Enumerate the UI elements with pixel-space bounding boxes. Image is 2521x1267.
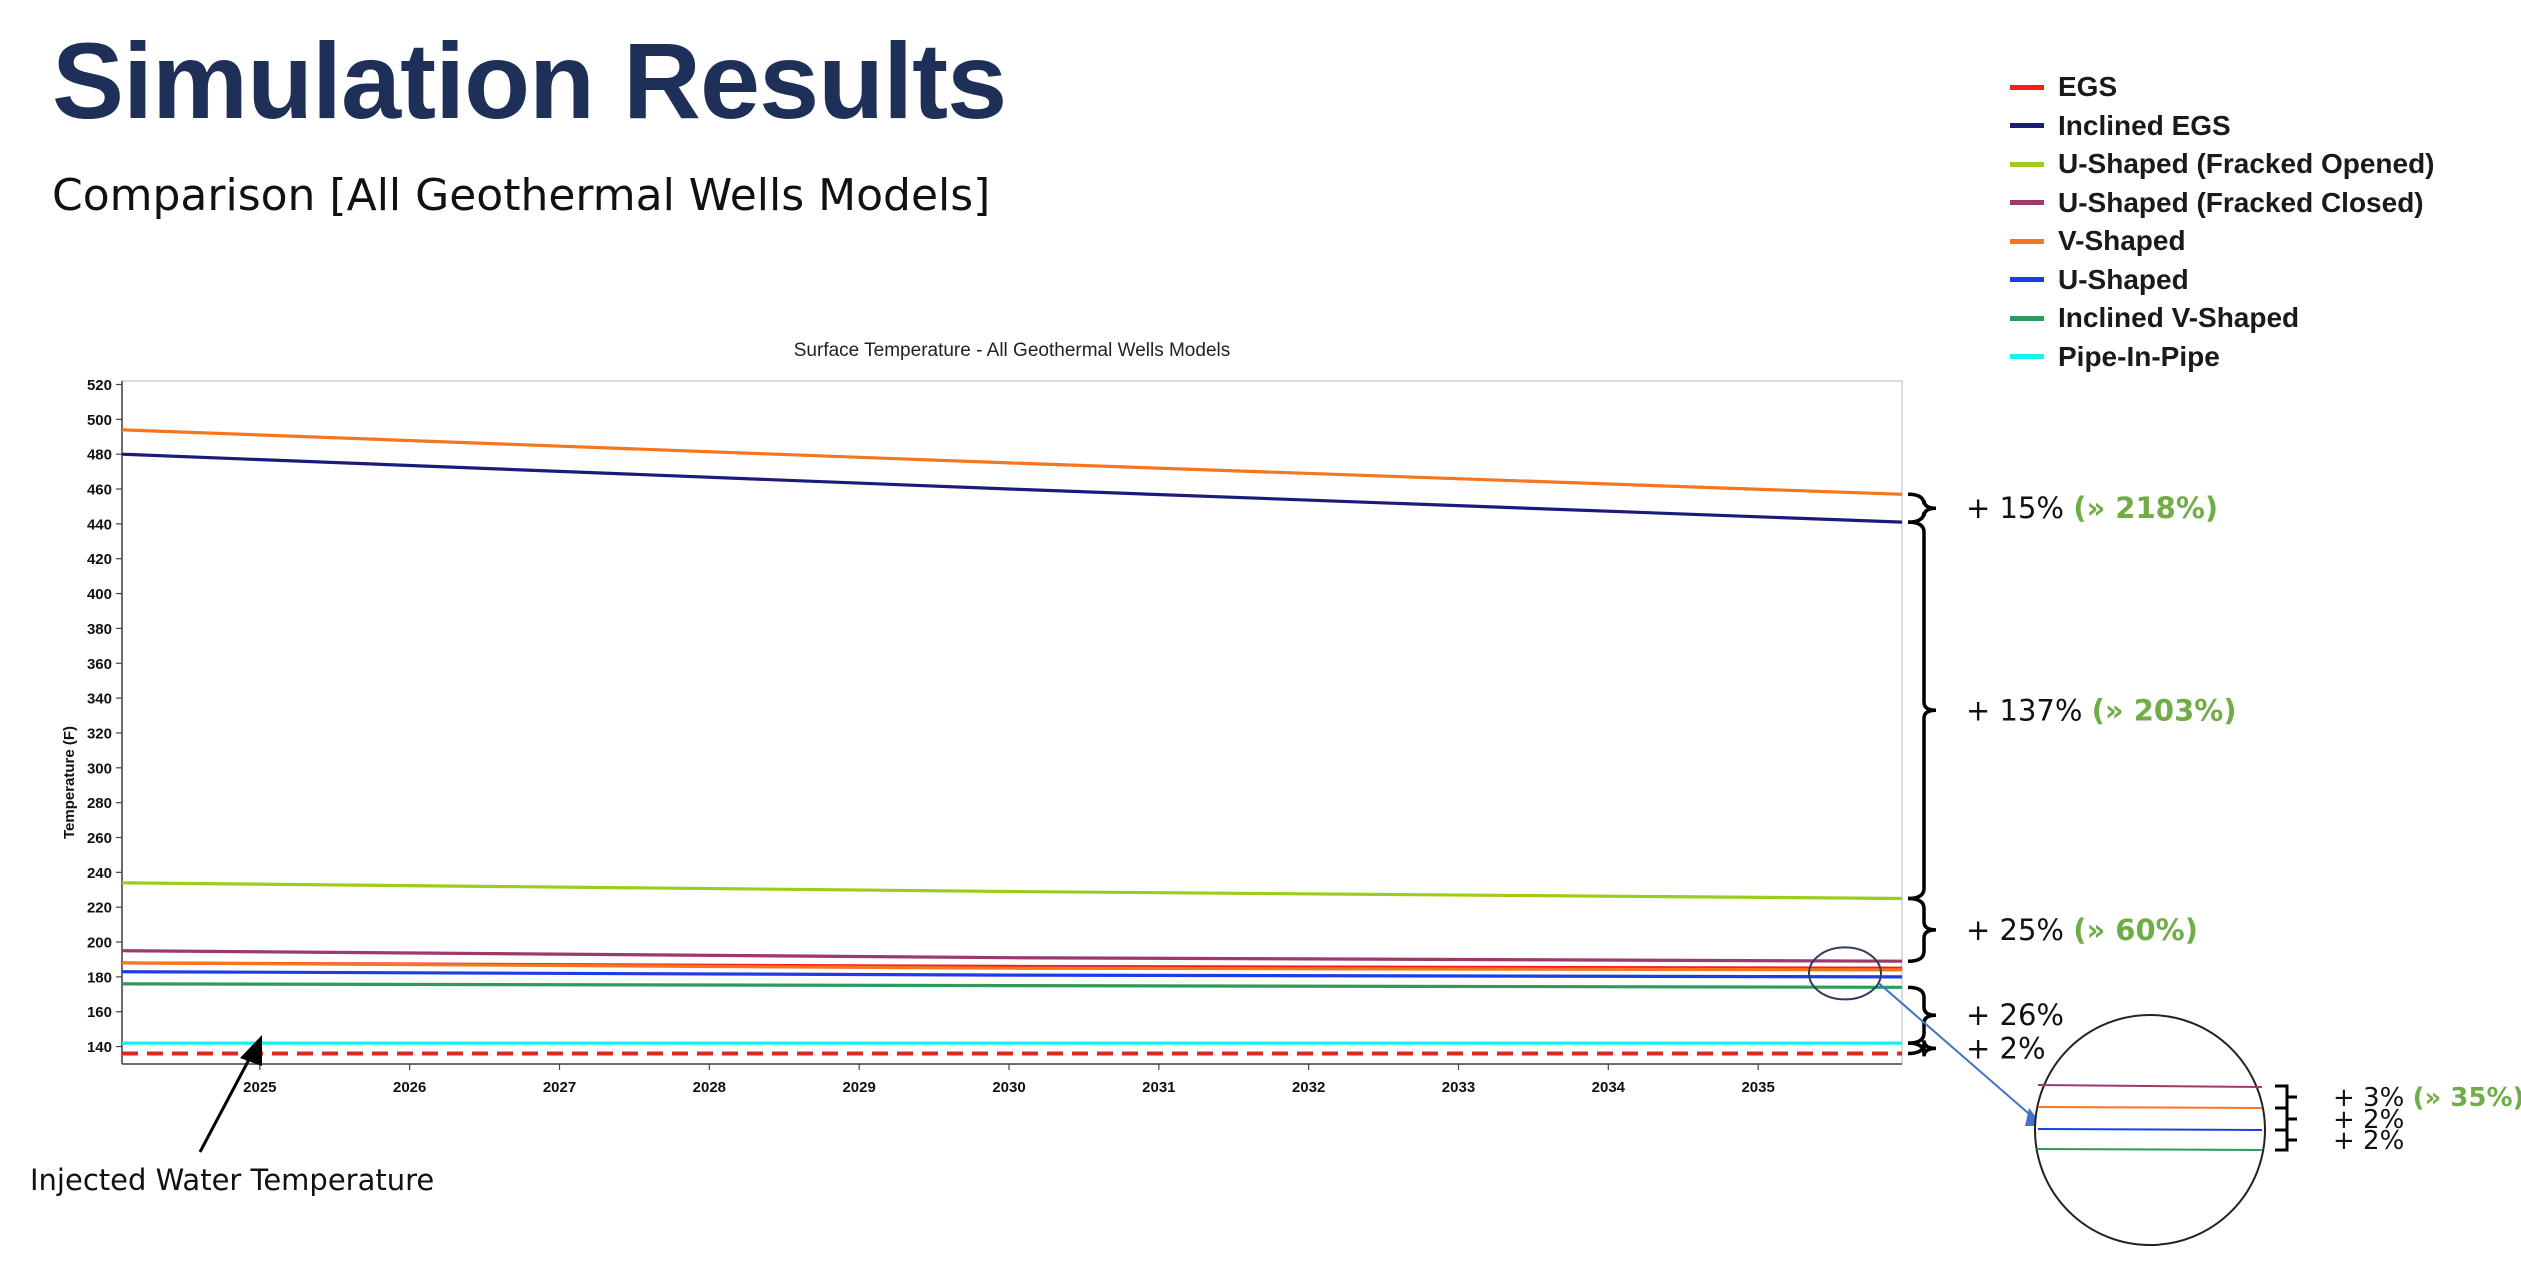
legend-item: U-Shaped (2010, 261, 2435, 300)
legend-label: Inclined EGS (2058, 109, 2231, 141)
y-tick-label: 220 (87, 900, 112, 917)
y-tick-label: 340 (87, 691, 112, 708)
series-line (121, 428, 1903, 496)
series-line (121, 452, 1903, 524)
legend-item: Pipe-In-Pipe (2010, 338, 2435, 377)
legend-item: V-Shaped (2010, 222, 2435, 261)
legend-label: U-Shaped (2058, 263, 2189, 295)
bracket (1907, 896, 1937, 963)
legend-label: U-Shaped (Fracked Opened) (2058, 148, 2435, 180)
y-tick-label: 300 (87, 760, 112, 777)
bracket (1907, 1040, 1937, 1057)
injected-water-arrow-head (240, 1035, 262, 1066)
zoom-series-line (2037, 1106, 2263, 1109)
y-tick-label: 420 (87, 551, 112, 568)
legend-swatch (2010, 238, 2044, 244)
bracket-label: + 26% (1966, 998, 2064, 1032)
legend-swatch (2010, 354, 2044, 360)
bracket (1907, 520, 1937, 901)
y-tick-label: 440 (87, 516, 112, 533)
series-line (121, 970, 1903, 979)
y-tick-label: 200 (87, 935, 112, 952)
x-tick-label: 2033 (1442, 1079, 1475, 1096)
zoom-bracket-label: + 2% (2333, 1105, 2404, 1135)
zoom-bracket (2275, 1084, 2297, 1110)
legend-label: V-Shaped (2058, 225, 2186, 257)
legend-label: Pipe-In-Pipe (2058, 340, 2220, 372)
x-tick-label: 2034 (1592, 1079, 1626, 1096)
y-tick-label: 160 (87, 1004, 112, 1021)
y-tick-label: 260 (87, 830, 112, 847)
y-tick-label: 360 (87, 656, 112, 673)
legend-swatch (2010, 277, 2044, 283)
x-tick-label: 2027 (543, 1079, 576, 1096)
x-tick-label: 2025 (243, 1079, 276, 1096)
bracket-label: + 137% (» 203%) (1966, 693, 2237, 727)
legend-label: U-Shaped (Fracked Closed) (2058, 186, 2424, 218)
legend-item: U-Shaped (Fracked Closed) (2010, 184, 2435, 223)
zoom-series-line (2037, 1148, 2263, 1151)
y-tick-label: 280 (87, 795, 112, 812)
slide-title: Simulation Results (52, 20, 1007, 141)
bracket-label: + 15% (» 218%) (1966, 491, 2218, 525)
x-tick-label: 2031 (1142, 1079, 1175, 1096)
legend-swatch (2010, 84, 2044, 90)
series-line (121, 961, 1903, 972)
legend-swatch (2010, 315, 2044, 321)
injected-water-arrow-shaft (198, 1049, 256, 1153)
legend-item: U-Shaped (Fracked Opened) (2010, 145, 2435, 184)
y-tick-label: 140 (87, 1039, 112, 1056)
bracket-label: + 25% (» 60%) (1966, 913, 2198, 947)
y-tick-label: 520 (87, 377, 112, 394)
y-tick-label: 480 (87, 447, 112, 464)
bracket-label: + 2% (1966, 1031, 2046, 1065)
zoom-series-line (2037, 1128, 2263, 1131)
y-tick-label: 380 (87, 621, 112, 638)
legend-swatch (2010, 161, 2044, 167)
y-axis-label: Temperature (F) (61, 726, 78, 839)
legend-swatch (2010, 200, 2044, 206)
y-tick-label: 180 (87, 969, 112, 986)
bracket (1907, 492, 1937, 524)
zoom-bracket-label: + 3% (» 35%) (2333, 1083, 2521, 1113)
series-line (121, 949, 1903, 963)
x-tick-label: 2032 (1292, 1079, 1325, 1096)
x-tick-label: 2026 (393, 1079, 426, 1096)
series-line (121, 881, 1903, 901)
series-line (121, 982, 1903, 989)
injected-water-label: Injected Water Temperature (30, 1163, 434, 1197)
zoom-bracket (2275, 1128, 2297, 1152)
x-tick-label: 2030 (992, 1079, 1025, 1096)
zoom-source-circle (1808, 946, 1882, 1001)
legend-label: Inclined V-Shaped (2058, 302, 2300, 334)
x-tick-label: 2035 (1741, 1079, 1774, 1096)
legend-item: Inclined V-Shaped (2010, 299, 2435, 338)
legend-label: EGS (2058, 71, 2118, 103)
slide-subtitle: Comparison [All Geothermal Wells Models] (52, 170, 991, 221)
y-tick-label: 500 (87, 412, 112, 429)
zoom-series-line (2037, 1084, 2263, 1088)
chart-legend: EGS Inclined EGS U-Shaped (Fracked Opened)… (2010, 68, 2435, 376)
zoom-bracket (2275, 1106, 2297, 1132)
x-tick-label: 2028 (693, 1079, 726, 1096)
chart-title: Surface Temperature - All Geothermal Wel… (794, 340, 1230, 361)
bracket (1907, 985, 1937, 1045)
y-tick-label: 320 (87, 725, 112, 742)
legend-swatch (2010, 123, 2044, 129)
x-tick-label: 2029 (842, 1079, 875, 1096)
zoom-bracket-label: + 2% (2333, 1126, 2404, 1156)
legend-item: EGS (2010, 68, 2435, 107)
zoom-connector (1878, 982, 2044, 1127)
y-tick-label: 460 (87, 482, 112, 499)
y-tick-label: 240 (87, 865, 112, 882)
y-tick-label: 400 (87, 586, 112, 603)
legend-item: Inclined EGS (2010, 107, 2435, 146)
